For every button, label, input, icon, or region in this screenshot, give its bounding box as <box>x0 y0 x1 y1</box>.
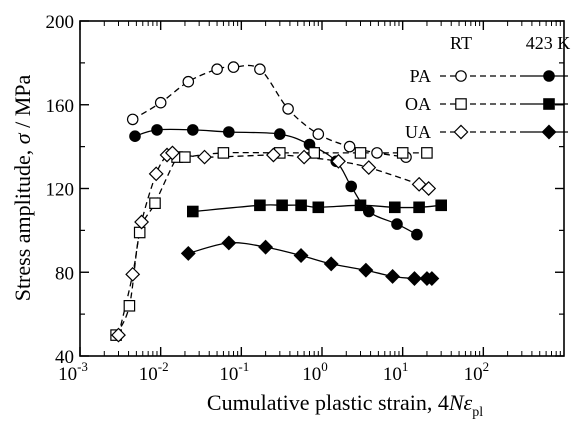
oa-rt-marker <box>421 147 433 159</box>
x-tick-label: 101 <box>383 359 409 385</box>
legend-label-pa: PA <box>410 66 431 86</box>
ua-423k-marker <box>385 268 401 284</box>
ua-423k-marker <box>407 271 422 286</box>
ua-rt-marker <box>296 149 312 165</box>
x-tick-label: 102 <box>464 359 490 385</box>
oa-423k-marker <box>312 201 325 214</box>
x-axis-title: Cumulative plastic strain, 4Nεpl <box>207 390 483 420</box>
pa-423k-marker <box>273 128 286 140</box>
pa-rt-curve <box>132 64 407 158</box>
oa-rt-marker <box>149 197 161 209</box>
oa-rt-marker <box>354 147 367 159</box>
pa-rt-marker <box>154 96 167 109</box>
x-tick-label: 10-1 <box>219 359 249 385</box>
ua-rt-marker <box>331 153 346 169</box>
pa-rt-marker <box>343 140 356 153</box>
ua-423k-marker <box>258 239 274 255</box>
ua-rt-marker <box>165 145 180 161</box>
ua-423k-marker <box>293 248 309 263</box>
ua-rt-marker <box>148 166 164 182</box>
pa-rt-marker <box>182 75 195 88</box>
oa-423k-marker <box>435 199 447 212</box>
oa-rt-marker <box>179 151 191 163</box>
markers-layer <box>110 61 447 343</box>
legend: RT 423 K PA OA UA <box>405 33 570 142</box>
ua-423k-marker <box>323 256 339 272</box>
ua-423k-marker <box>424 271 440 286</box>
ua-rt-marker <box>361 160 377 176</box>
pa-rt-marker <box>211 63 223 75</box>
legend-label-ua: UA <box>405 122 431 142</box>
ua-rt-marker <box>111 327 126 343</box>
legend-header-423k: 423 K <box>526 33 571 53</box>
y-tick-label: 160 <box>46 96 75 117</box>
legend-label-oa: OA <box>405 94 431 114</box>
oa-rt-marker <box>133 226 146 239</box>
legend-header-rt: RT <box>450 33 472 53</box>
oa-423k-marker <box>187 205 199 218</box>
y-tick-label: 40 <box>55 347 74 368</box>
oa-rt-marker <box>308 147 320 159</box>
ua-rt-marker <box>134 214 150 230</box>
pa-423k-marker <box>391 218 403 230</box>
pa-423k-marker <box>345 180 357 193</box>
oa-423k-marker <box>295 199 307 212</box>
x-tick-label: 10-2 <box>139 359 169 385</box>
legend-marker-rt <box>453 124 469 140</box>
ua-rt-marker <box>197 149 213 165</box>
pa-423k-marker <box>223 126 235 138</box>
pa-rt-marker <box>312 128 325 140</box>
legend-marker-rt <box>455 98 467 110</box>
ua-423k-marker <box>180 245 196 261</box>
y-axis-title: Stress amplitude, σ / MPa <box>10 74 35 301</box>
pa-423k-marker <box>129 130 141 142</box>
pa-423k-curve <box>134 128 418 236</box>
pa-rt-marker <box>227 61 240 73</box>
oa-rt-marker <box>396 147 409 159</box>
oa-423k-marker <box>389 201 401 214</box>
ua-rt-marker <box>265 147 281 163</box>
pa-423k-marker <box>151 124 163 136</box>
legend-marker-423k <box>543 70 555 82</box>
oa-423k-marker <box>354 199 367 212</box>
oa-rt-marker <box>123 300 136 312</box>
y-tick-label: 120 <box>46 180 75 201</box>
ua-rt-curve <box>117 151 429 336</box>
legend-marker-rt <box>455 70 467 82</box>
pa-rt-marker <box>282 103 294 115</box>
ua-423k-marker <box>358 262 374 278</box>
pa-423k-marker <box>411 228 423 241</box>
ua-423k-marker <box>221 235 237 251</box>
pa-rt-marker <box>371 147 383 159</box>
ua-rt-marker <box>421 181 437 196</box>
oa-423k-marker <box>254 199 266 212</box>
y-tick-label: 200 <box>46 12 75 33</box>
pa-rt-marker <box>254 63 266 75</box>
legend-marker-423k <box>541 124 557 140</box>
y-tick-label: 80 <box>55 263 74 284</box>
oa-rt-curve <box>115 151 427 336</box>
oa-423k-marker <box>276 199 288 212</box>
ua-rt-marker <box>125 266 141 282</box>
pa-423k-marker <box>187 124 199 136</box>
legend-marker-423k <box>543 98 555 110</box>
plot-frame <box>79 20 565 357</box>
oa-423k-marker <box>413 201 425 214</box>
pa-rt-marker <box>126 113 139 126</box>
x-tick-label: 100 <box>302 359 328 385</box>
oa-rt-marker <box>217 147 230 159</box>
